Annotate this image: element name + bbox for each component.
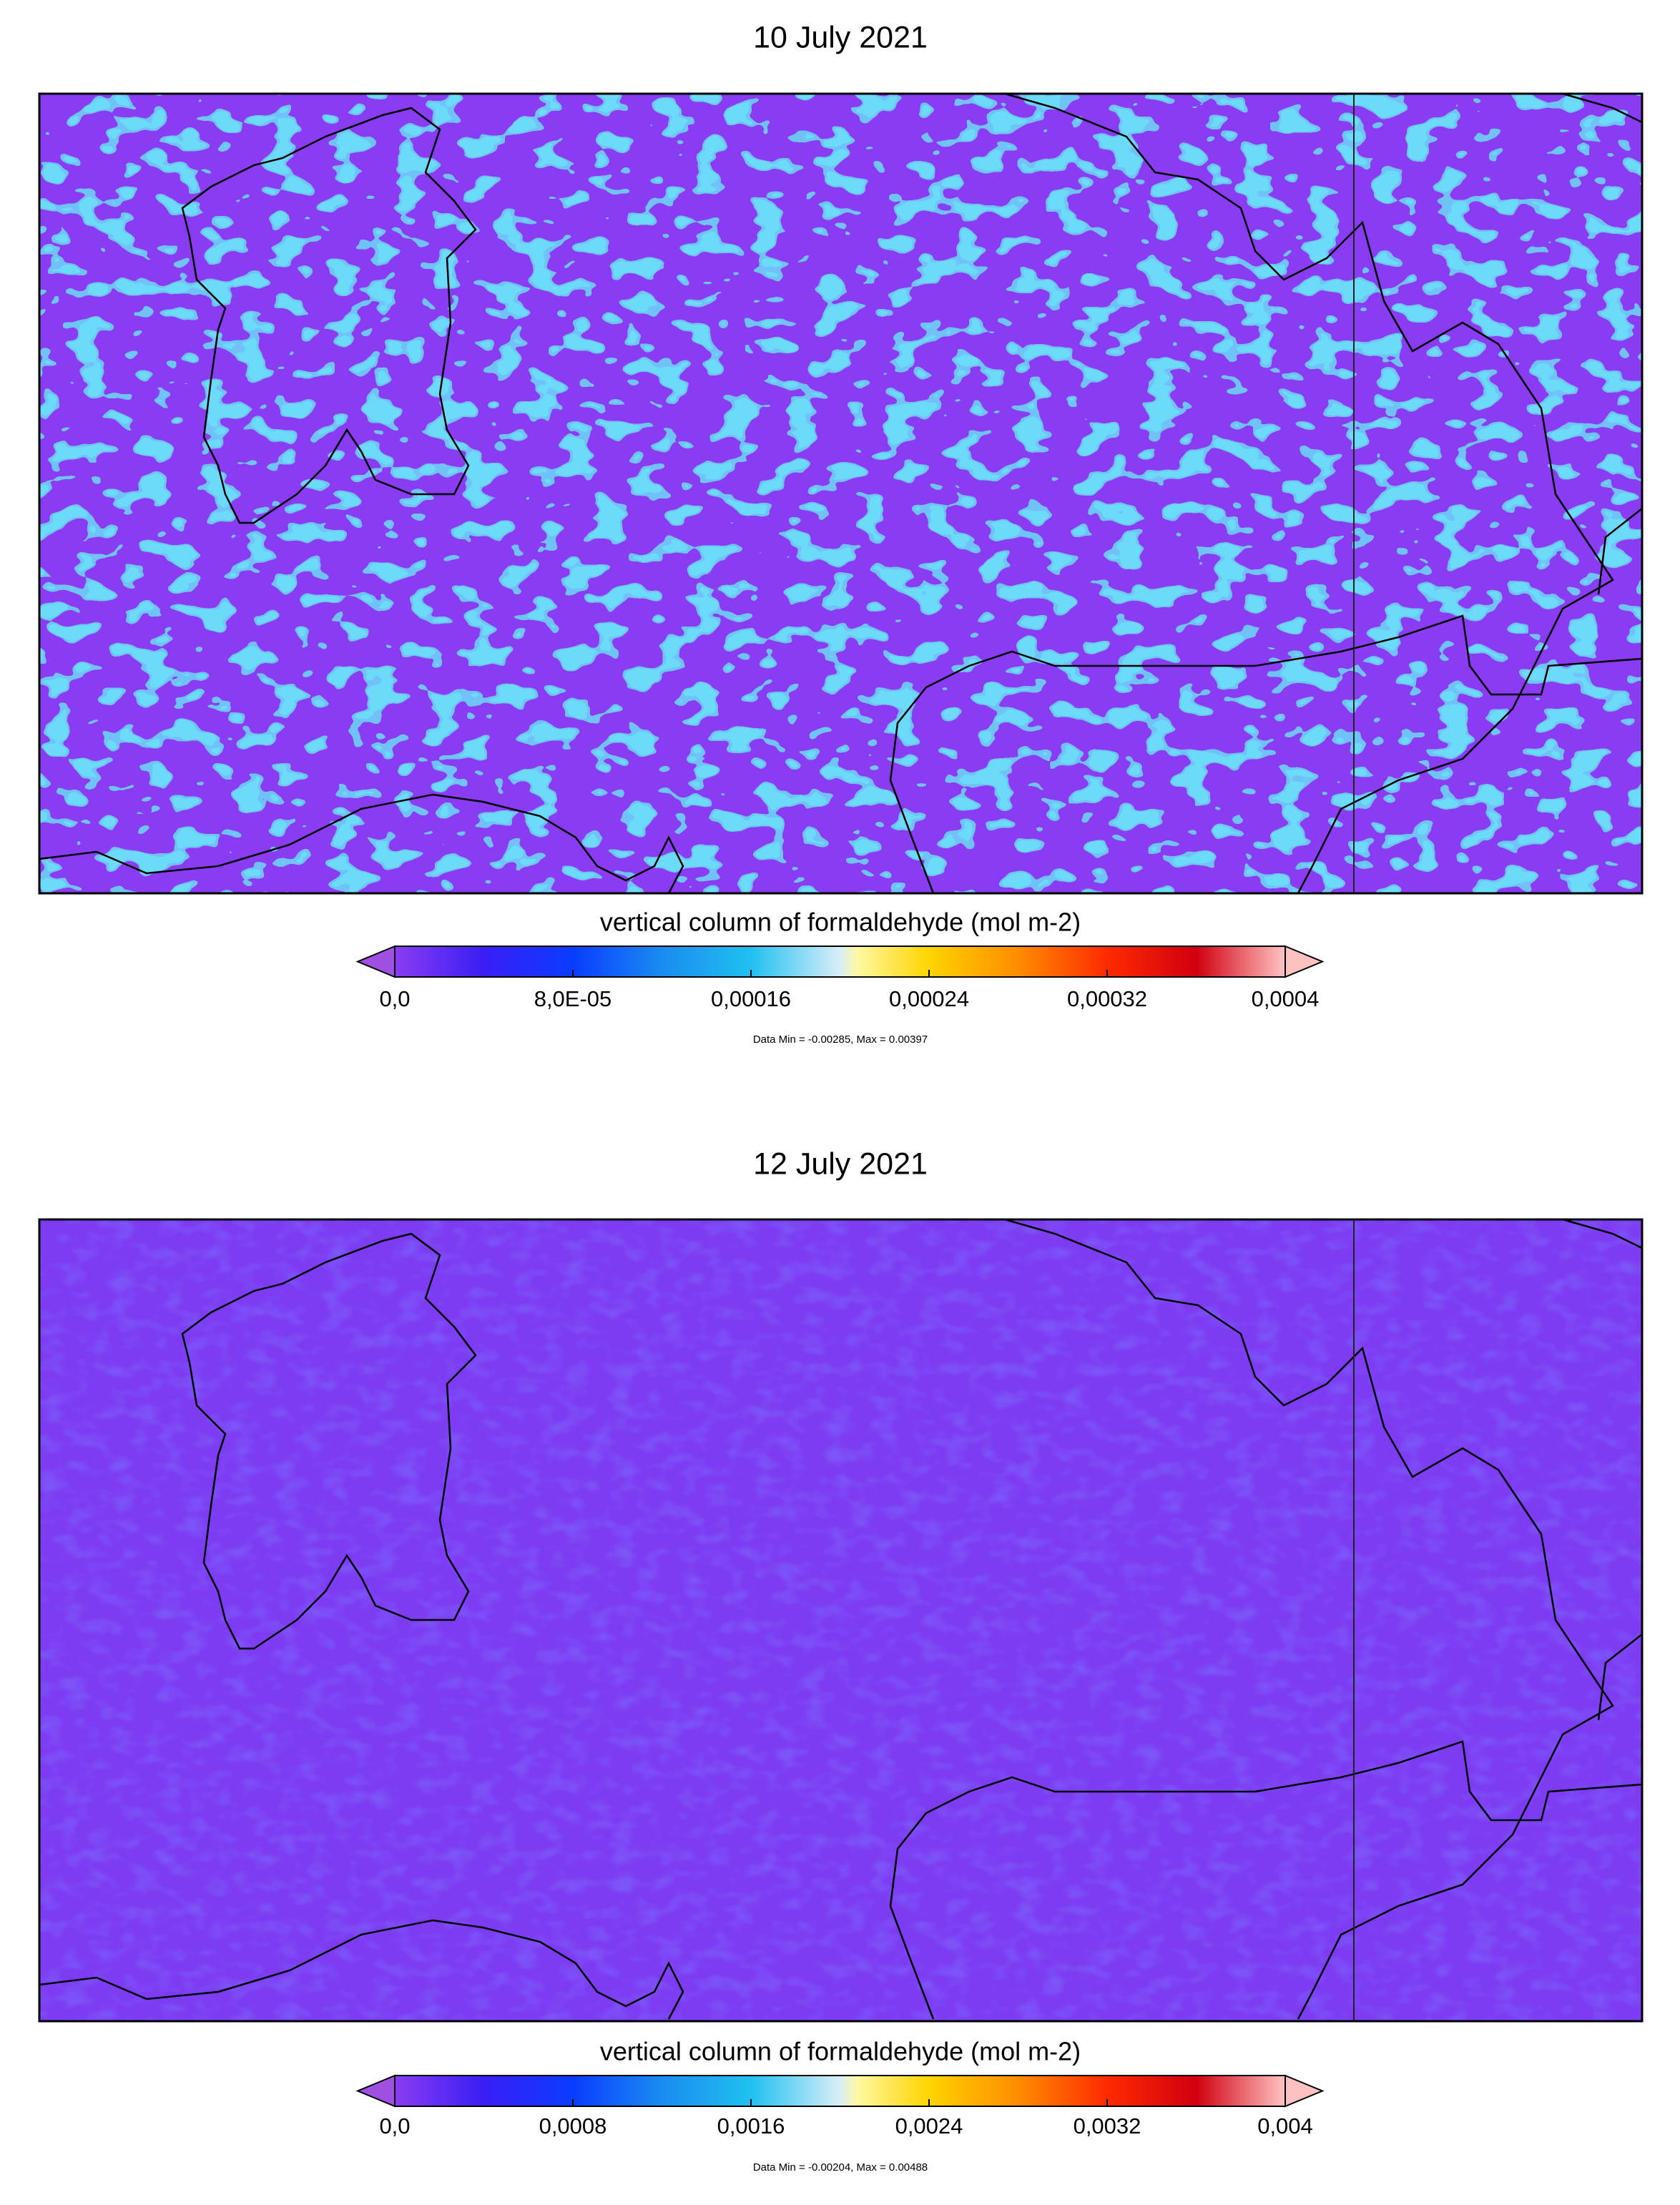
colorbar-tick-label: 0,00032 xyxy=(1067,986,1147,1011)
panel-title: 10 July 2021 xyxy=(753,20,928,54)
map xyxy=(38,92,1644,895)
map xyxy=(38,1218,1644,2023)
coastline xyxy=(1597,1634,1642,1721)
colorbar-arrow-high xyxy=(1284,945,1325,978)
colorbar-tick-label: 0,0 xyxy=(379,986,410,1011)
map-field xyxy=(39,94,1642,893)
coastline xyxy=(889,1740,1642,2020)
colorbar: vertical column of formaldehyde (mol m-2… xyxy=(355,908,1325,1046)
map-frame xyxy=(38,1218,1644,2023)
coastline xyxy=(1562,1219,1642,1249)
field-texture xyxy=(39,94,1642,893)
coastline xyxy=(39,1919,684,2020)
data-range-note: Data Min = -0.00285, Max = 0.00397 xyxy=(753,1033,928,1046)
colorbar-tick-label: 0,0016 xyxy=(717,2113,785,2138)
coastline xyxy=(181,107,477,524)
colorbar-arrow-low xyxy=(355,2074,396,2108)
coastline xyxy=(39,793,684,893)
data-range-note: Data Min = -0.00204, Max = 0.00488 xyxy=(753,2161,928,2174)
colorbar-label: vertical column of formaldehyde (mol m-2… xyxy=(600,2037,1081,2066)
colorbar-tick-label: 0,0004 xyxy=(1252,986,1320,1011)
coastline xyxy=(1562,94,1642,124)
map-panel: 10 July 2021 vertical column of formaldeh… xyxy=(38,20,1644,1046)
map-frame xyxy=(38,92,1644,895)
colorbar-tick-label: 0,0 xyxy=(379,2113,410,2138)
colorbar-tick-label: 0,0032 xyxy=(1074,2113,1141,2138)
colorbar-tick-label: 0,0024 xyxy=(895,2113,963,2138)
coastline xyxy=(1004,1219,1614,2020)
colorbar: vertical column of formaldehyde (mol m-2… xyxy=(355,2037,1325,2174)
colorbar-scale xyxy=(394,946,1286,978)
field-texture xyxy=(39,1219,1642,2021)
colorbar-tick-label: 0,00024 xyxy=(889,986,969,1011)
coastline xyxy=(1597,508,1642,595)
colorbar-tick-label: 0,0008 xyxy=(539,2113,607,2138)
map-field xyxy=(39,1219,1642,2021)
map-panel: 12 July 2021 vertical column of formaldeh… xyxy=(38,1146,1644,2174)
colorbar-tick-label: 0,00016 xyxy=(711,986,791,1011)
colorbar-label: vertical column of formaldehyde (mol m-2… xyxy=(600,908,1081,937)
colorbar-tick-label: 0,004 xyxy=(1257,2113,1313,2138)
colorbar-arrow-high xyxy=(1284,2074,1325,2108)
coastline xyxy=(1004,94,1614,893)
coastline xyxy=(889,614,1642,893)
colorbar-scale xyxy=(394,2075,1286,2107)
panel-title: 12 July 2021 xyxy=(753,1146,928,1181)
colorbar-tick-label: 8,0E-05 xyxy=(534,986,612,1011)
colorbar-arrow-low xyxy=(355,945,396,978)
coastline xyxy=(181,1232,477,1650)
